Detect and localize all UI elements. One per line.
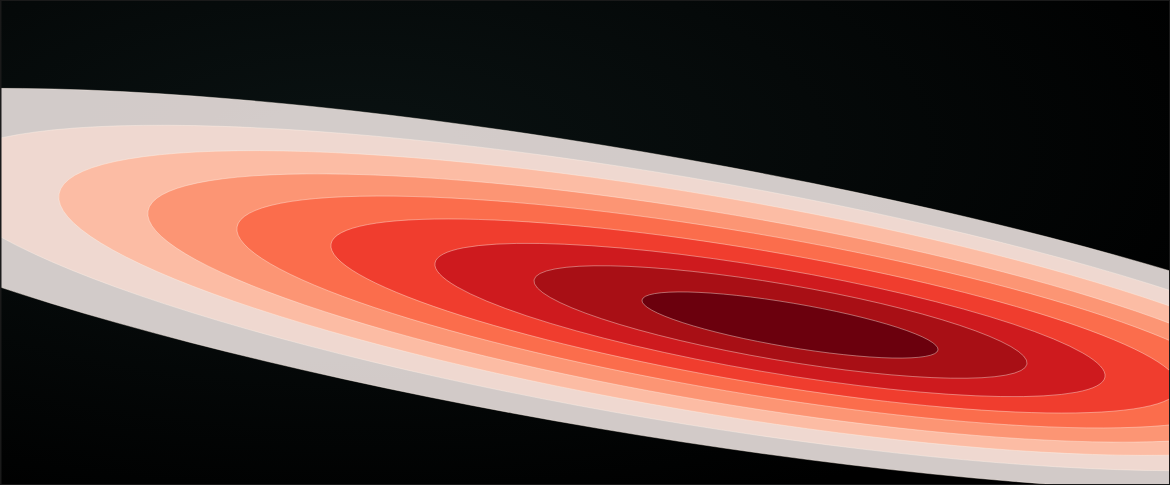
chart [0, 0, 1170, 485]
contour-layer [0, 5, 1170, 485]
contour-level [638, 278, 941, 371]
contour-level [224, 148, 1170, 476]
contour-level [426, 212, 1113, 429]
contour-level [320, 179, 1170, 453]
contour-level [528, 243, 1034, 402]
contour-level [0, 54, 1170, 485]
contour-level [41, 88, 1170, 485]
plot-frame [1, 1, 1170, 485]
contour-level [132, 118, 1170, 485]
contour-level [0, 5, 1170, 485]
